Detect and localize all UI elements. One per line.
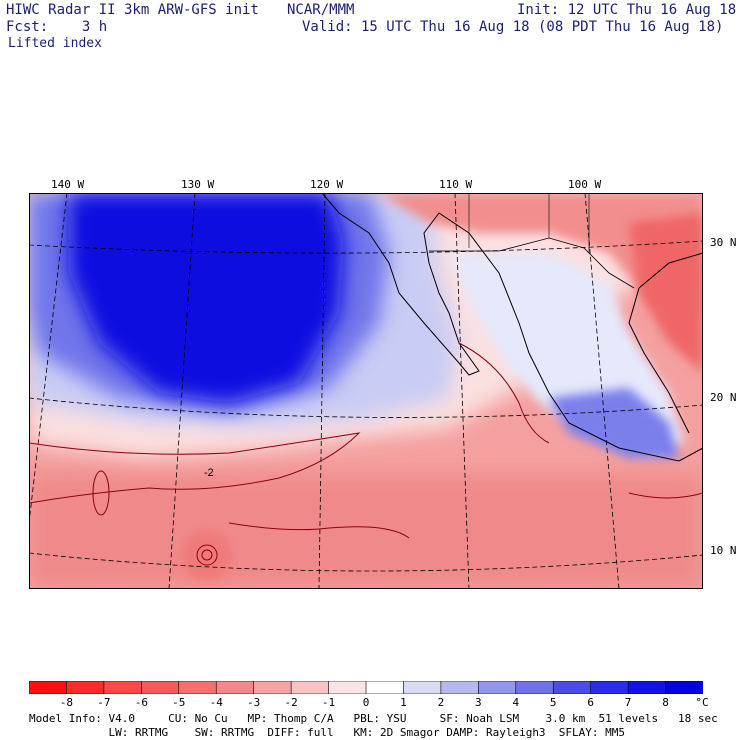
colorbar-tick-label: -5	[172, 696, 186, 709]
lon-label-140w: 140 W	[51, 178, 85, 191]
colorbar	[29, 681, 703, 694]
model-info-line1: Model Info: V4.0 CU: No Cu MP: Thomp C/A…	[29, 712, 718, 725]
init-time: Init: 12 UTC Thu 16 Aug 18	[517, 2, 737, 18]
map-border	[29, 193, 703, 589]
organization-label: NCAR/MMM	[287, 2, 355, 18]
hurricane-ring-outer	[196, 544, 218, 566]
colorbar-unit: °C	[695, 696, 709, 709]
sw-us-land	[379, 193, 703, 313]
contour-north	[29, 432, 361, 504]
gulf-coastline	[628, 252, 703, 434]
colorbar-swatch	[290, 681, 330, 694]
meridian-110w	[454, 193, 470, 589]
colorbar-swatch	[552, 681, 592, 694]
colorbar-tick-label: -7	[97, 696, 111, 709]
parallel-20n	[29, 397, 703, 418]
meridian-140w	[29, 193, 68, 524]
colorbar-tick-label: 2	[437, 696, 445, 709]
colorbar-swatch	[103, 681, 142, 694]
colorbar-tick-label: 4	[512, 696, 520, 709]
lifted-index-map: -2	[29, 193, 703, 589]
forecast-hour: Fcst: 3 h	[6, 19, 108, 35]
parallel-30n	[29, 240, 703, 254]
colorbar-tick-label: 0	[362, 696, 370, 709]
colorbar-tick-label: 5	[549, 696, 557, 709]
deep-blue-core	[69, 193, 344, 403]
colorbar-swatch	[665, 681, 703, 694]
southern-mexico-blue	[549, 388, 679, 458]
colorbar-tick-label: -1	[321, 696, 336, 709]
colorbar-tick-label: -2	[284, 696, 298, 709]
contour-south	[228, 522, 410, 539]
meridian-100w	[584, 193, 620, 589]
field-name: Lifted index	[8, 36, 102, 51]
colorbar-tick-label: 8	[662, 696, 669, 709]
hurricane-ring-inner	[201, 549, 213, 561]
coastline	[321, 193, 703, 462]
colorbar-swatch	[478, 681, 517, 694]
lon-label-110w: 110 W	[439, 178, 473, 191]
low-center-value: -2	[204, 467, 214, 479]
colorbar-swatch	[215, 681, 255, 694]
colorbar-swatch	[365, 681, 405, 694]
colorbar-tick-label: 1	[400, 696, 407, 709]
colorbar-tick-label: -3	[247, 696, 261, 709]
parallel-10n	[29, 552, 703, 572]
colorbar-tick-label: 6	[587, 696, 594, 709]
colorbar-tick-label: 7	[624, 696, 632, 709]
colorbar-swatch	[627, 681, 667, 694]
chart-title: HIWC Radar II 3km ARW-GFS init	[6, 2, 259, 18]
valid-time: Valid: 15 UTC Thu 16 Aug 18 (08 PDT Thu …	[302, 19, 724, 35]
colorbar-swatch	[66, 681, 105, 694]
contour-west-loop	[92, 470, 110, 516]
li-contours	[29, 342, 703, 566]
colorbar-swatch	[141, 681, 180, 694]
colorbar-tick-label: -6	[134, 696, 148, 709]
lon-label-120w: 120 W	[310, 178, 344, 191]
colorbar-tick-label: -4	[209, 696, 223, 709]
lon-label-130w: 130 W	[181, 178, 215, 191]
colorbar-tick-label: 3	[475, 696, 482, 709]
meridian-120w	[318, 193, 326, 589]
gulf-coast-red	[629, 213, 703, 373]
colorbar-swatch	[403, 681, 442, 694]
colorbar-swatch	[253, 681, 292, 694]
colorbar-swatch	[29, 681, 68, 694]
colorbar-swatch	[328, 681, 367, 694]
colorbar-swatch	[515, 681, 554, 694]
colorbar-tick-label: -8	[59, 696, 74, 709]
south-red-band	[29, 473, 703, 589]
lat-label-30n: 30 N	[710, 236, 737, 249]
lon-label-100w: 100 W	[568, 178, 602, 191]
lat-label-20n: 20 N	[710, 391, 737, 404]
model-info-line2: LW: RRTMG SW: RRTMG DIFF: full KM: 2D Sm…	[29, 726, 626, 739]
colorbar-swatch	[178, 681, 217, 694]
graticule	[29, 193, 703, 589]
meridian-130w	[168, 193, 196, 589]
colorbar-swatch	[590, 681, 629, 694]
lat-label-10n: 10 N	[710, 544, 737, 557]
colorbar-swatch	[440, 681, 479, 694]
hurricane-region	[181, 529, 233, 581]
contour-east	[458, 342, 550, 444]
contour-southeast	[628, 492, 703, 499]
